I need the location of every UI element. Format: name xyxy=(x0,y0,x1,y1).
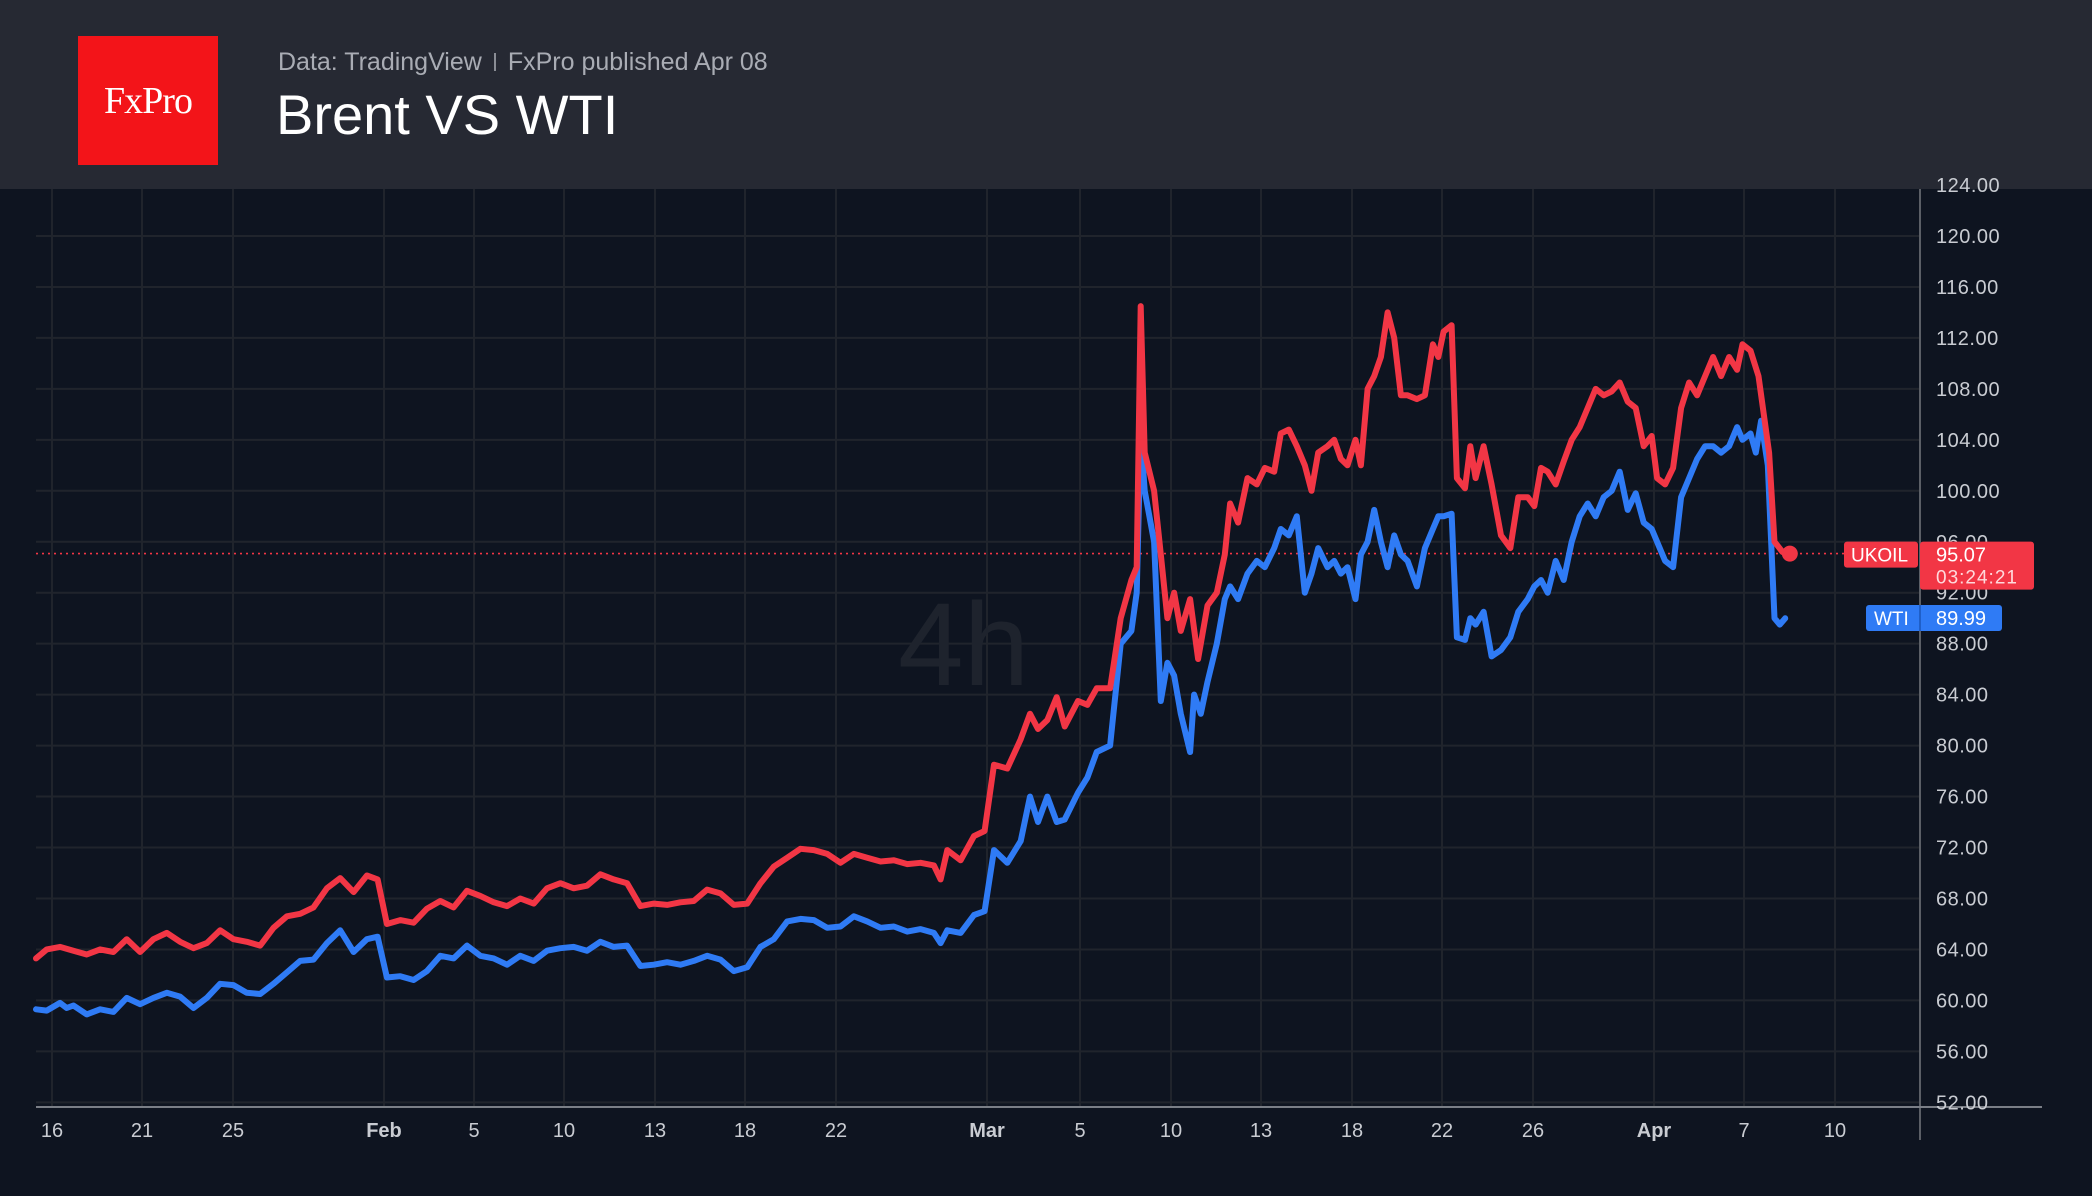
ukoil-price-tag xyxy=(1920,541,2034,590)
time-tick-label: Mar xyxy=(969,1120,1005,1142)
price-tick-label: 60.00 xyxy=(1936,990,1989,1012)
time-tick-label: Feb xyxy=(366,1120,402,1142)
time-tick-label: 10 xyxy=(553,1120,575,1142)
ukoil-countdown-label: 03:24:21 xyxy=(1936,568,2018,589)
price-tick-label: 116.00 xyxy=(1936,277,1999,299)
price-tick-label: 104.00 xyxy=(1936,430,2000,452)
wti-name-label: WTI xyxy=(1874,609,1909,630)
axes: 124.00 120.00 116.00 112.00 108.00 104.00 100.… xyxy=(36,175,2042,1142)
price-tick-label: 72.00 xyxy=(1936,838,1989,860)
series-lines xyxy=(33,303,1850,1018)
price-tick-label: 100.00 xyxy=(1936,481,2000,503)
wti-price-label: 89.99 xyxy=(1936,608,1986,630)
wti-price-tag xyxy=(1866,605,2002,631)
ukoil-price-label: 95.07 xyxy=(1936,545,1986,567)
time-tick-label: 25 xyxy=(222,1120,244,1142)
price-tick-label: 112.00 xyxy=(1936,328,1999,350)
price-tick-label: 56.00 xyxy=(1936,1041,1989,1063)
header: FxPro Data: TradingView FxPro published A… xyxy=(0,0,2092,189)
time-tick-label: Apr xyxy=(1637,1120,1672,1142)
price-tick-label: 120.00 xyxy=(1936,226,2000,248)
price-tick-label: 88.00 xyxy=(1936,634,1989,656)
data-source: Data: TradingView xyxy=(278,48,482,76)
price-tick-label: 76.00 xyxy=(1936,787,1989,809)
logo-text: FxPro xyxy=(104,79,193,122)
timeframe-watermark: 4h xyxy=(898,579,1029,711)
price-tick-label: 68.00 xyxy=(1936,888,1989,910)
time-tick-label: 26 xyxy=(1522,1120,1544,1142)
price-tick-label: 52.00 xyxy=(1936,1092,1989,1114)
wti-line xyxy=(33,417,1789,1018)
time-tick-label: 21 xyxy=(131,1120,153,1142)
price-tick-label: 64.00 xyxy=(1936,939,1989,961)
price-tick-label: 124.00 xyxy=(1936,175,2000,197)
ukoil-line xyxy=(33,303,1791,962)
ukoil-name-tag xyxy=(1844,541,1918,568)
subtitle: Data: TradingView FxPro published Apr 08 xyxy=(278,48,768,77)
price-tick-label: 84.00 xyxy=(1936,685,1989,707)
ukoil-name-label: UKOIL xyxy=(1851,546,1908,567)
time-tick-label: 22 xyxy=(1431,1120,1453,1142)
time-tick-label: 5 xyxy=(1074,1120,1085,1142)
page-title: Brent VS WTI xyxy=(276,83,619,146)
price-tick-label: 108.00 xyxy=(1936,379,2000,401)
price-tick-label: 80.00 xyxy=(1936,736,1989,758)
ukoil-last-dot xyxy=(1781,545,1798,562)
time-tick-label: 13 xyxy=(1250,1120,1272,1142)
published-date: FxPro published Apr 08 xyxy=(507,48,768,76)
time-tick-label: 16 xyxy=(41,1120,63,1142)
fxpro-logo: FxPro xyxy=(78,36,218,165)
time-tick-label: 22 xyxy=(825,1120,847,1142)
time-tick-label: 18 xyxy=(1341,1120,1363,1142)
time-tick-label: 5 xyxy=(468,1120,479,1142)
time-tick-label: 18 xyxy=(734,1120,756,1142)
separator xyxy=(493,53,496,71)
time-tick-label: 7 xyxy=(1738,1120,1749,1142)
time-tick-label: 13 xyxy=(644,1120,666,1142)
time-tick-label: 10 xyxy=(1160,1120,1182,1142)
time-tick-label: 10 xyxy=(1824,1120,1846,1142)
